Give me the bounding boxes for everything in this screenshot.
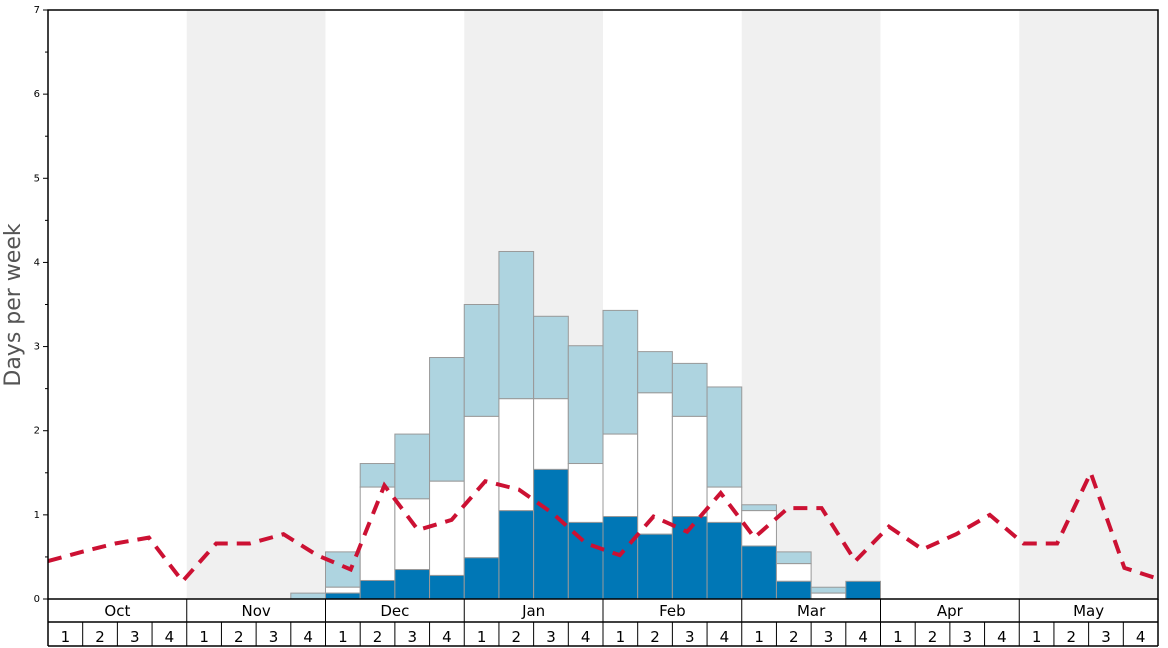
- bar-top-segment: [671, 362, 708, 417]
- bar-bottom-segment: [845, 580, 881, 600]
- month-label-dec: Dec: [380, 602, 409, 620]
- month-label-oct: Oct: [104, 602, 130, 620]
- week-label: 4: [165, 628, 175, 646]
- bar-bottom-segment: [706, 521, 743, 600]
- week-label: 2: [928, 628, 938, 646]
- bar-middle-segment: [706, 486, 743, 523]
- bar-top-segment: [567, 345, 604, 465]
- week-label: 4: [720, 628, 730, 646]
- bars: [290, 250, 881, 600]
- week-label: 1: [893, 628, 903, 646]
- week-label: 3: [824, 628, 834, 646]
- bar-bottom-segment: [429, 574, 465, 600]
- bar-bottom-segment: [602, 516, 639, 600]
- dashed-line: [47, 467, 1159, 585]
- y-tick-label: 0: [34, 594, 40, 605]
- y-tick-label: 2: [34, 426, 40, 437]
- month-label-may: May: [1073, 602, 1104, 620]
- week-label: 2: [512, 628, 522, 646]
- week-label: 2: [95, 628, 105, 646]
- week-label: 1: [61, 628, 71, 646]
- y-tick-label: 5: [34, 173, 40, 184]
- bar-top-segment: [706, 386, 743, 488]
- month-shade-mar: [741, 10, 881, 599]
- week-label: 3: [130, 628, 140, 646]
- x-axis: Oct 1 2 3 4 Nov 1 2 3 4 Dec 1 2 3 4 Jan 1 2 3 4 Feb 1 2 3 4 Mar 1 2…: [47, 599, 1159, 647]
- y-tick-label: 6: [34, 89, 40, 100]
- week-label: 3: [269, 628, 279, 646]
- week-label: 4: [442, 628, 452, 646]
- month-label-mar: Mar: [797, 602, 826, 620]
- week-label: 2: [234, 628, 244, 646]
- week-label: 1: [1032, 628, 1042, 646]
- y-tick-label: 4: [34, 257, 40, 268]
- week-label: 4: [303, 628, 313, 646]
- bar-bottom-segment: [498, 510, 535, 600]
- bar-bottom-segment: [463, 557, 500, 600]
- bar-middle-segment: [637, 392, 673, 535]
- bar-middle-segment: [567, 463, 604, 523]
- week-label: 3: [685, 628, 695, 646]
- bar-middle-segment: [325, 586, 361, 594]
- week-label: 3: [962, 628, 972, 646]
- bar-top-segment: [498, 250, 535, 400]
- y-tick-label: 1: [34, 510, 40, 521]
- bar-bottom-segment: [637, 533, 673, 600]
- dashed-line-series: [47, 467, 1159, 585]
- bar-middle-segment: [429, 480, 465, 576]
- y-axis-label: Days per week: [1, 223, 26, 386]
- bar-top-segment: [325, 551, 361, 588]
- week-label: 1: [338, 628, 348, 646]
- bar-top-segment: [602, 309, 639, 435]
- week-label: 1: [616, 628, 626, 646]
- bar-top-segment: [394, 433, 431, 500]
- bar-middle-segment: [602, 433, 639, 518]
- bar-middle-segment: [394, 498, 431, 571]
- week-label: 2: [789, 628, 799, 646]
- month-shade-may: [1019, 10, 1158, 599]
- week-label: 4: [581, 628, 591, 646]
- bar-top-segment: [290, 592, 326, 600]
- week-label: 4: [858, 628, 868, 646]
- bar-bottom-segment: [325, 592, 361, 600]
- bar-top-segment: [359, 463, 396, 488]
- week-label: 1: [199, 628, 209, 646]
- week-label: 3: [546, 628, 556, 646]
- bar-bottom-segment: [741, 545, 777, 600]
- month-label-feb: Feb: [659, 602, 686, 620]
- y-tick-label: 7: [34, 5, 40, 16]
- month-label-jan: Jan: [521, 602, 545, 620]
- week-label: 2: [373, 628, 383, 646]
- bar-top-segment: [637, 351, 673, 394]
- bar-top-segment: [429, 357, 465, 482]
- week-label: 4: [1136, 628, 1146, 646]
- week-label: 1: [754, 628, 764, 646]
- bar-bottom-segment: [359, 579, 396, 600]
- bar-top-segment: [533, 315, 569, 400]
- bar-bottom-segment: [394, 569, 431, 600]
- month-shade-nov: [186, 10, 326, 599]
- month-label-nov: Nov: [241, 602, 270, 620]
- bar-middle-segment: [671, 415, 708, 518]
- bar-top-segment: [741, 504, 777, 512]
- y-axis: 0 1 2 3 4 5 6 7: [34, 5, 48, 605]
- month-label-apr: Apr: [937, 602, 964, 620]
- bar-top-segment: [810, 586, 847, 594]
- week-label: 2: [1067, 628, 1077, 646]
- week-label: 3: [407, 628, 417, 646]
- bar-bottom-segment: [533, 468, 569, 600]
- week-label: 3: [1101, 628, 1111, 646]
- y-tick-label: 3: [34, 342, 40, 353]
- bar-top-segment: [775, 551, 812, 565]
- week-label: 2: [650, 628, 660, 646]
- bar-middle-segment: [533, 398, 569, 470]
- week-label: 4: [997, 628, 1007, 646]
- bar-middle-segment: [810, 592, 847, 600]
- bar-top-segment: [463, 304, 500, 417]
- bar-bottom-segment: [775, 580, 812, 600]
- bar-middle-segment: [498, 398, 535, 512]
- bar-middle-segment: [775, 563, 812, 582]
- week-label: 1: [477, 628, 487, 646]
